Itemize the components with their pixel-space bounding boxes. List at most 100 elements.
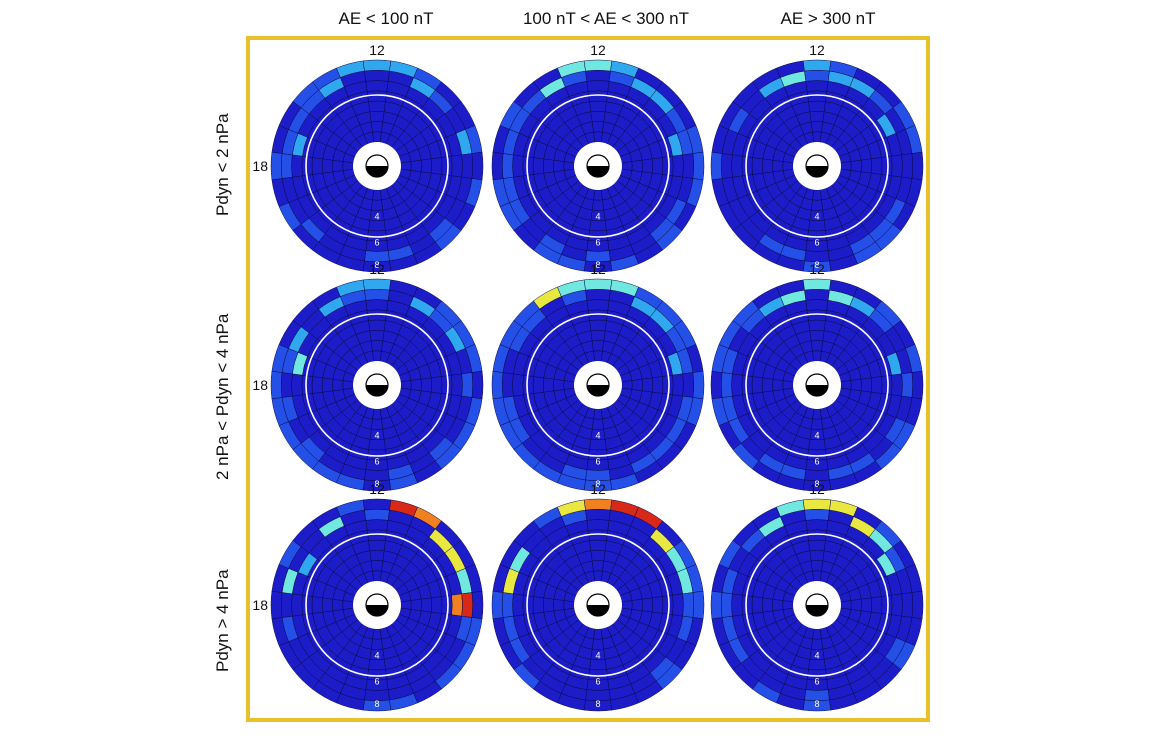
radial-tick-label: 4	[595, 651, 600, 661]
reference-ring	[526, 313, 670, 457]
heatmap-cell	[370, 340, 384, 352]
heatmap-cell	[321, 377, 334, 393]
radial-tick-label: 6	[595, 237, 600, 247]
heatmap-cell	[808, 439, 826, 451]
heatmap-cell	[911, 590, 924, 620]
heatmap-cell	[590, 329, 606, 342]
heatmap-cell	[589, 100, 607, 112]
heatmap-cell	[720, 592, 733, 618]
heatmap-cell	[591, 340, 605, 352]
heatmap-cell	[542, 597, 555, 613]
heatmap-cell	[662, 155, 674, 177]
heatmap-cell	[321, 158, 334, 174]
radial-tick-label: 4	[814, 651, 819, 661]
heatmap-cell	[491, 590, 504, 620]
heatmap-cell	[682, 372, 695, 398]
heatmap-cell	[532, 157, 544, 175]
heatmap-cell	[805, 519, 829, 531]
heatmap-cell	[501, 372, 514, 398]
heatmap-cell	[587, 529, 609, 541]
heatmap-cell	[368, 220, 386, 232]
heatmap-cell	[370, 638, 384, 650]
heatmap-cell	[591, 560, 605, 572]
radial-tick-label: 8	[374, 260, 379, 270]
radial-tick-label: 4	[595, 431, 600, 441]
heatmap-cell	[610, 473, 639, 491]
heatmap-cell	[270, 151, 283, 181]
heatmap-cell	[301, 374, 313, 396]
heatmap-cell	[810, 638, 824, 650]
radial-tick-label: 4	[595, 212, 600, 222]
heatmap-cell	[512, 373, 524, 397]
heatmap-cell	[652, 157, 664, 175]
heatmap-cell	[741, 155, 753, 177]
heatmap-cell	[589, 319, 607, 331]
heatmap-cell	[332, 598, 344, 612]
heatmap-cell	[850, 598, 862, 612]
heatmap-cell	[368, 659, 386, 671]
heatmap-cell	[451, 593, 463, 617]
heatmap-cell	[810, 340, 824, 352]
heatmap-cell	[431, 596, 443, 614]
heatmap-cell	[270, 590, 283, 620]
mlt-label-12: 12	[809, 42, 825, 58]
dial-panel-r0-c0: 4 6 8 12 18	[252, 42, 484, 273]
heatmap-cell	[368, 100, 386, 112]
heatmap-cell	[761, 158, 774, 174]
heatmap-cell	[672, 373, 684, 397]
heatmap-cell	[420, 597, 433, 613]
heatmap-cell	[641, 158, 654, 174]
mlt-label-18: 18	[252, 377, 268, 393]
heatmap-cell	[583, 498, 613, 511]
heatmap-cell	[772, 598, 784, 612]
heatmap-cell	[808, 539, 826, 551]
heatmap-cell	[806, 90, 828, 102]
heatmap-cell	[641, 377, 654, 393]
heatmap-cell	[291, 593, 303, 617]
heatmap-cell	[808, 319, 826, 331]
heatmap-cell	[389, 254, 418, 272]
heatmap-cell	[542, 377, 555, 393]
heatmap-cell	[431, 157, 443, 175]
heatmap-cell	[280, 592, 293, 618]
heatmap-cell	[585, 288, 611, 301]
heatmap-cell	[808, 659, 826, 671]
heatmap-cell	[850, 159, 862, 173]
heatmap-cell	[586, 519, 610, 531]
heatmap-cell	[881, 374, 893, 396]
mlt-label-12: 12	[369, 481, 385, 497]
heatmap-cell	[806, 529, 828, 541]
heatmap-cell	[522, 594, 534, 616]
mlt-label-12: 12	[369, 42, 385, 58]
heatmap-cell	[369, 329, 385, 342]
heatmap-cell	[804, 70, 830, 82]
heatmap-cell	[590, 549, 606, 562]
radial-tick-label: 6	[374, 676, 379, 686]
heatmap-cell	[810, 121, 824, 133]
heatmap-cell	[591, 418, 605, 430]
heatmap-cell	[451, 373, 463, 397]
heatmap-cell	[368, 439, 386, 451]
heatmap-cell	[441, 594, 453, 616]
heatmap-cell	[871, 376, 883, 394]
heatmap-cell	[365, 299, 389, 311]
heatmap-cell	[731, 593, 743, 617]
earth-night-side	[366, 166, 388, 177]
heatmap-cell	[741, 374, 753, 396]
reference-ring	[305, 313, 449, 457]
radial-tick-label: 8	[814, 479, 819, 489]
mlt-label-12: 12	[809, 481, 825, 497]
heatmap-cell	[631, 598, 643, 612]
heatmap-cell	[542, 158, 555, 174]
reference-ring	[526, 94, 670, 238]
heatmap-cell	[362, 278, 392, 291]
heatmap-cell	[366, 90, 388, 102]
radial-tick-label: 6	[814, 676, 819, 686]
heatmap-cell	[501, 592, 514, 618]
heatmap-cell	[911, 151, 924, 181]
radial-tick-label: 4	[814, 212, 819, 222]
heatmap-cell	[441, 155, 453, 177]
heatmap-cell	[731, 373, 743, 397]
radial-tick-label: 8	[595, 260, 600, 270]
heatmap-cell	[420, 377, 433, 393]
